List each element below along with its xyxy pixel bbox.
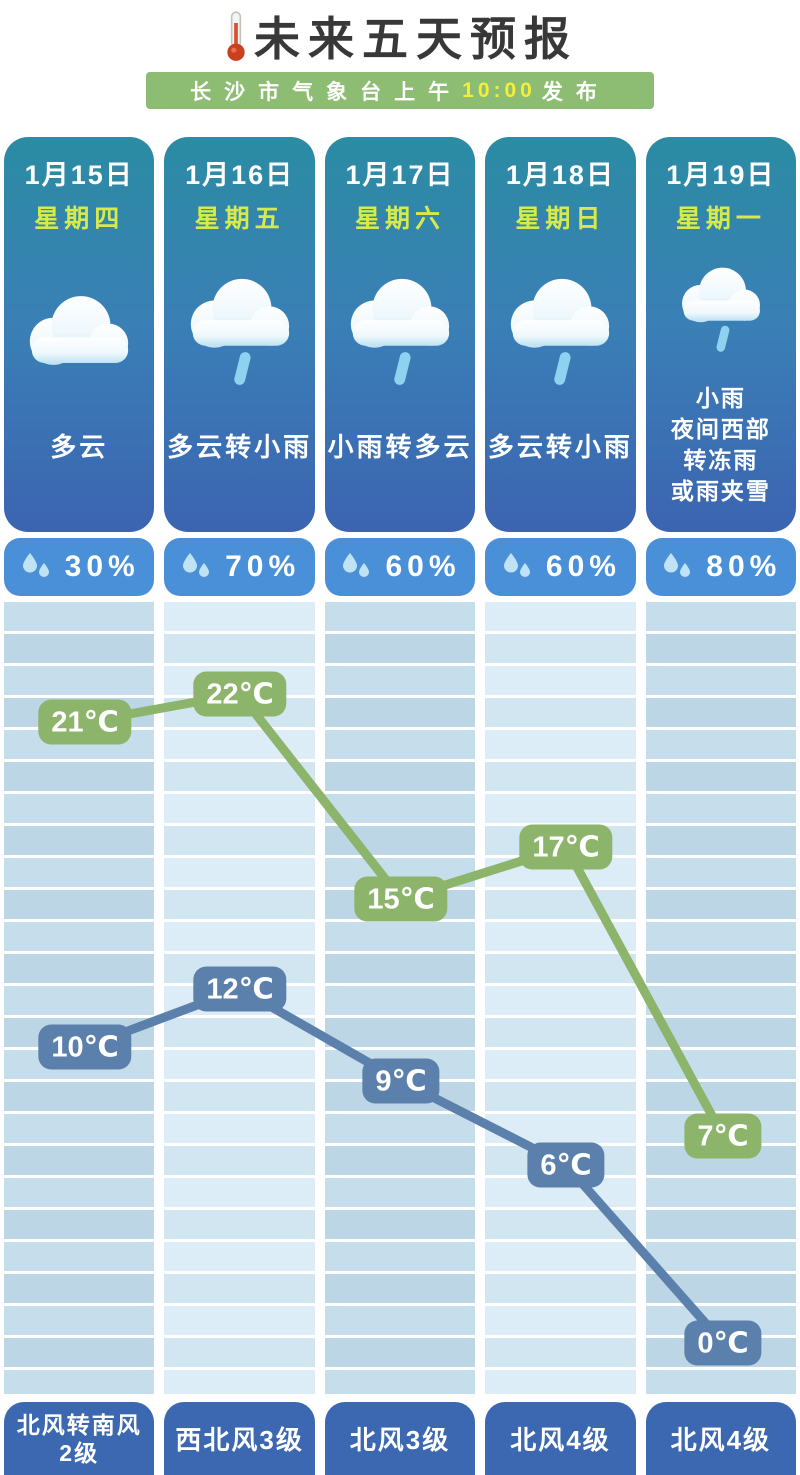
date: 1月17日	[345, 160, 455, 190]
chart-band-3	[324, 602, 476, 1394]
weather-desc: 多云转小雨	[487, 432, 633, 462]
weather-desc-line: 夜间西部	[670, 416, 771, 442]
weather-desc: 多云	[50, 432, 109, 462]
wind-text: 北风3级	[349, 1425, 451, 1455]
date: 1月19日	[666, 160, 776, 190]
precip-badge-4: 60%	[485, 538, 636, 596]
low-temp-line	[80, 984, 728, 1348]
temperature-chart: 21℃ 22℃ 15℃ 17℃ 7℃ 10℃ 12℃ 9℃ 6℃ 0℃	[0, 602, 800, 1394]
low-temp-label: 9℃	[362, 1058, 440, 1104]
day-card-2: 1月16日 星期五 多云转小雨	[164, 137, 315, 532]
weather-icon-box	[181, 235, 299, 427]
water-drops-icon	[503, 553, 530, 577]
page-title-text: 未来五天预报	[254, 13, 578, 65]
wind-text: 西北风3级	[175, 1425, 304, 1455]
high-temp-label: 7℃	[684, 1113, 762, 1159]
high-temp-label: 15℃	[354, 876, 448, 922]
wind-row: 北风转南风 2级 西北风3级 北风3级 北风4级 北风4级	[0, 1394, 800, 1475]
precip-row: 30% 70% 60% 60% 80%	[0, 532, 800, 596]
weekday: 星期四	[34, 205, 125, 233]
issuer-text: 长沙市气象台上午	[190, 80, 463, 104]
low-temp-label: 6℃	[527, 1142, 605, 1188]
header: 未来五天预报 长沙市气象台上午 10:00 发布	[0, 0, 800, 109]
wind-card-4: 北风4级	[485, 1402, 636, 1475]
wind-card-1: 北风转南风 2级	[4, 1402, 155, 1475]
wind-card-5: 北风4级	[645, 1402, 797, 1475]
weekday: 星期六	[355, 205, 446, 233]
cloud-rain-icon	[190, 278, 289, 385]
chart-band-4	[485, 602, 636, 1394]
low-temp-label: 12℃	[193, 966, 287, 1012]
weekday: 星期五	[194, 205, 285, 233]
date: 1月16日	[185, 160, 295, 190]
weekday: 星期日	[515, 205, 606, 233]
day-card-4: 1月18日 星期日 多云转小雨	[485, 137, 636, 532]
precip-badge-3: 60%	[324, 538, 476, 596]
water-drops-icon	[343, 553, 370, 577]
precip-value: 70%	[225, 550, 301, 583]
date: 1月15日	[24, 160, 134, 190]
weather-desc-line: 转冻雨	[683, 447, 759, 473]
cloud-rain-icon	[350, 278, 450, 385]
thermometer-icon	[227, 11, 245, 61]
weather-icon-box	[501, 235, 619, 427]
wind-text: 2级	[59, 1439, 100, 1466]
weather-icon-box	[20, 235, 138, 427]
high-temp-label: 17℃	[519, 824, 613, 870]
weather-icon-box	[674, 235, 768, 383]
cloud-rain-icon	[681, 267, 760, 352]
wind-card-2: 西北风3级	[164, 1402, 315, 1475]
precip-value: 60%	[545, 550, 621, 583]
high-temp-label: 21℃	[38, 699, 132, 745]
wind-text: 北风4级	[510, 1425, 611, 1455]
date: 1月18日	[505, 160, 615, 190]
day-card-3: 1月17日 星期六 小雨转多云	[324, 137, 476, 532]
issue-suffix: 发布	[541, 80, 610, 104]
page-title: 未来五天预报	[0, 6, 800, 66]
weekday: 星期一	[675, 205, 766, 233]
water-drops-icon	[22, 553, 49, 577]
day-cards-row: 1月15日 星期四 多云 1月16日 星期五 多云转小雨 1月17	[0, 109, 800, 532]
precip-value: 30%	[64, 550, 140, 583]
wind-text: 北风4级	[670, 1425, 772, 1455]
issue-time: 10:00	[462, 78, 536, 102]
chart-band-5	[645, 602, 797, 1394]
weather-desc-line: 小雨	[695, 385, 746, 411]
issue-banner: 长沙市气象台上午 10:00 发布	[146, 72, 654, 109]
wind-text: 北风转南风	[16, 1411, 142, 1438]
day-card-5: 1月19日 星期一 小雨 夜间西部 转冻雨 或雨夹雪	[645, 137, 797, 532]
precip-badge-2: 70%	[164, 538, 315, 596]
weather-desc-line: 或雨夹雪	[670, 478, 771, 504]
precip-value: 60%	[385, 550, 461, 583]
weather-icon-box	[341, 235, 459, 427]
precip-badge-5: 80%	[645, 538, 797, 596]
low-temp-label: 10℃	[38, 1024, 132, 1070]
precip-value: 80%	[706, 550, 782, 583]
low-temp-label: 0℃	[684, 1320, 762, 1366]
water-drops-icon	[183, 553, 210, 577]
wind-card-3: 北风3级	[324, 1402, 476, 1475]
weather-desc: 多云转小雨	[167, 432, 313, 462]
precip-badge-1: 30%	[4, 538, 155, 596]
cloud-rain-icon	[511, 278, 610, 385]
day-card-1: 1月15日 星期四 多云	[4, 137, 155, 532]
weather-desc: 小雨 夜间西部 转冻雨 或雨夹雪	[671, 383, 771, 507]
cloud-icon	[30, 295, 129, 365]
water-drops-icon	[664, 553, 691, 577]
weather-desc: 小雨转多云	[327, 432, 473, 462]
high-temp-label: 22℃	[193, 671, 287, 717]
